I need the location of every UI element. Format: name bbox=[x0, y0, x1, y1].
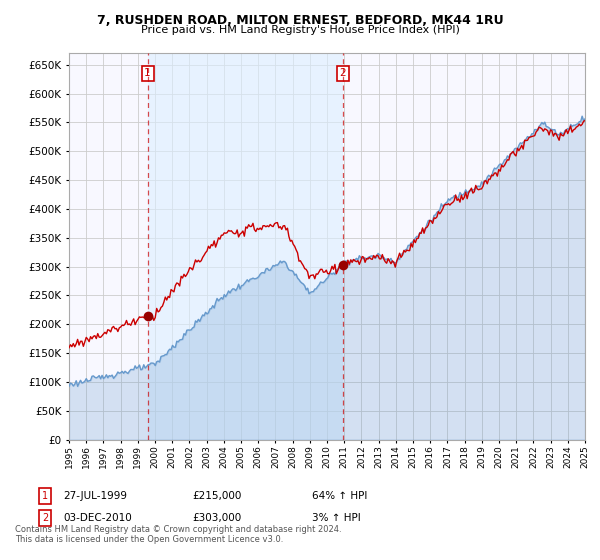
Text: 27-JUL-1999: 27-JUL-1999 bbox=[63, 491, 127, 501]
Text: 64% ↑ HPI: 64% ↑ HPI bbox=[312, 491, 367, 501]
Bar bbox=[148, 53, 343, 440]
Text: 03-DEC-2010: 03-DEC-2010 bbox=[63, 513, 132, 523]
Text: 1: 1 bbox=[144, 68, 151, 78]
Text: 3% ↑ HPI: 3% ↑ HPI bbox=[312, 513, 361, 523]
Text: 7, RUSHDEN ROAD, MILTON ERNEST, BEDFORD, MK44 1RU: 7, RUSHDEN ROAD, MILTON ERNEST, BEDFORD,… bbox=[97, 14, 503, 27]
Text: 1: 1 bbox=[42, 491, 48, 501]
Text: Price paid vs. HM Land Registry's House Price Index (HPI): Price paid vs. HM Land Registry's House … bbox=[140, 25, 460, 35]
Text: 2: 2 bbox=[340, 68, 346, 78]
Text: 2: 2 bbox=[42, 513, 48, 523]
Text: £303,000: £303,000 bbox=[192, 513, 241, 523]
Text: £215,000: £215,000 bbox=[192, 491, 241, 501]
Text: Contains HM Land Registry data © Crown copyright and database right 2024.
This d: Contains HM Land Registry data © Crown c… bbox=[15, 525, 341, 544]
